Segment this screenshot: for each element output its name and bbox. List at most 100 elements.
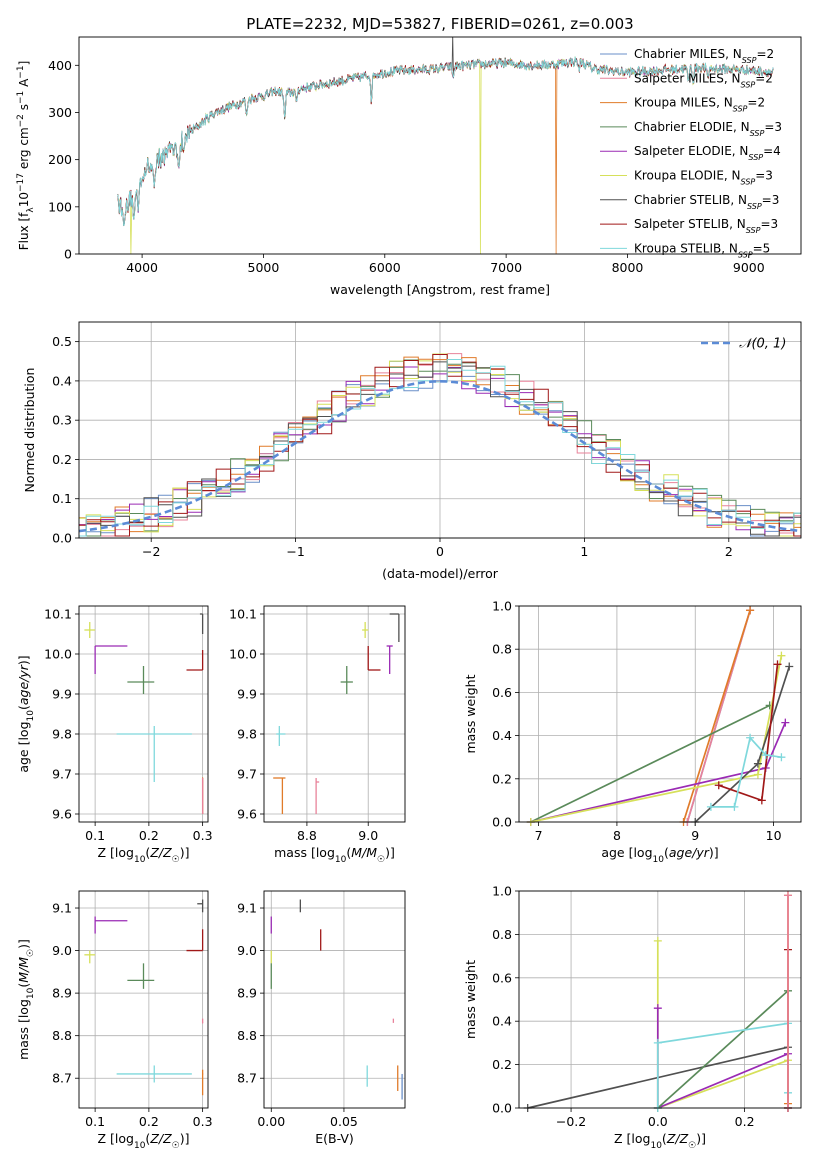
mass-weight-marker [714, 781, 723, 790]
legend-label: Kroupa STELIB, NSSP=5 [634, 241, 770, 259]
legend-label: Kroupa MILES, NSSP=2 [634, 96, 765, 114]
y-tick-label: 0.2 [492, 1057, 512, 1072]
x-axis-label: Z [log10(Z/Z☉)] [98, 1131, 190, 1151]
histogram-step [79, 359, 801, 537]
y-tick-label: 0.2 [52, 452, 72, 467]
x-axis-label: mass [log10(M/M☉)] [274, 845, 395, 865]
mass-weight-marker [777, 753, 786, 762]
y-tick-label: 9.8 [237, 727, 257, 742]
x-tick-label: −0.2 [556, 1114, 586, 1129]
mass-weight-line [682, 610, 751, 823]
y-tick-label: 10.0 [44, 647, 72, 662]
mass-weight-marker [746, 733, 755, 742]
x-tick-label: 0.00 [257, 1114, 285, 1129]
x-tick-label: 6000 [369, 260, 401, 275]
y-tick-label: 0.0 [492, 815, 512, 830]
y-axis-label: age [log10(age/yr)] [16, 655, 36, 772]
x-tick-label: 0.05 [330, 1114, 358, 1129]
axes-frame [78, 890, 209, 1109]
plot-area [519, 890, 801, 1109]
mass-weight-line [656, 1022, 789, 1108]
panel-mass_vs_Z: 0.1 0.2 0.3 8.7 8.8 8.9 9.0 9.1 Z [log10(Z/Z☉)] m… [16, 890, 213, 1151]
histogram-step [79, 361, 801, 537]
y-tick-label: 0.6 [492, 970, 512, 985]
mass-weight-marker [773, 660, 782, 669]
y-tick-label: 0.2 [492, 771, 512, 786]
y-tick-label: 0.0 [492, 1101, 512, 1116]
x-tick-label: 9 [691, 828, 699, 843]
y-tick-label: 200 [48, 152, 72, 167]
panel-spectrum: 4000 5000 6000 7000 8000 9000 0 100 200 300 400 Cha… [16, 36, 802, 297]
y-tick-label: 0.0 [52, 531, 72, 546]
y-tick-label: 0.6 [492, 685, 512, 700]
legend-label: Salpeter STELIB, NSSP=3 [634, 217, 778, 235]
y-tick-label: 0.4 [52, 373, 72, 388]
y-tick-label: 10.0 [229, 647, 257, 662]
y-tick-label: 10.1 [44, 607, 72, 622]
histogram-step [79, 360, 801, 537]
plot-area [79, 606, 208, 822]
x-axis-label: Z [log10(Z/Z☉)] [614, 1131, 706, 1151]
y-tick-label: 9.9 [52, 687, 72, 702]
y-tick-label: 0.5 [52, 334, 72, 349]
errorbar-points [270, 899, 403, 1100]
x-tick-label: 8.8 [297, 828, 317, 843]
legend: Chabrier MILES, NSSP=2 Salpeter MILES, NS… [600, 47, 782, 259]
axes-frame [263, 605, 406, 823]
y-tick-label: 0.3 [52, 413, 72, 428]
y-tick-label: 9.6 [52, 807, 72, 822]
legend-label: Chabrier MILES, NSSP=2 [634, 47, 774, 65]
y-tick-label: 8.7 [52, 1071, 72, 1086]
y-tick-label: 9.7 [52, 767, 72, 782]
x-axis-label: wavelength [Angstrom, rest frame] [330, 282, 550, 297]
y-tick-label: 9.0 [237, 943, 257, 958]
spectrum-line [117, 56, 774, 226]
errorbar-points [84, 899, 204, 1096]
legend-label: Chabrier STELIB, NSSP=3 [634, 193, 779, 211]
x-tick-label: 7 [535, 828, 543, 843]
x-tick-label: 2 [725, 544, 733, 559]
y-tick-label: 9.9 [237, 687, 257, 702]
plot-area [264, 891, 405, 1108]
mass-weight-lines [526, 606, 794, 826]
mass-weight-line [530, 704, 771, 823]
axes-frame [263, 890, 406, 1109]
y-axis-label: Normed distribution [22, 368, 37, 493]
y-tick-label: 9.1 [52, 901, 72, 916]
x-tick-label: 0.2 [139, 1114, 159, 1129]
x-tick-label: 5000 [248, 260, 280, 275]
mass-weight-marker [653, 1004, 662, 1013]
legend-label: 𝒩(0, 1) [739, 337, 786, 352]
x-tick-label: 4000 [126, 260, 158, 275]
y-tick-label: 10.1 [229, 607, 257, 622]
mass-weight-marker [753, 770, 762, 779]
mass-weight-line [656, 1008, 789, 1110]
axes-frame [518, 605, 802, 823]
y-tick-label: 9.7 [237, 767, 257, 782]
mass-weight-marker [706, 802, 715, 811]
histogram-step [79, 356, 801, 533]
y-tick-label: 8.9 [52, 986, 72, 1001]
panel-mass_weight_vs_age: 7 8 9 10 0.0 0.2 0.4 0.6 0.8 1.0 age [log10(age/yr… [463, 599, 802, 865]
x-tick-label: 0 [436, 544, 444, 559]
x-tick-label: 0.1 [85, 828, 105, 843]
y-axis-label: mass weight [463, 960, 478, 1039]
figure-title: PLATE=2232, MJD=53827, FIBERID=0261, z=0… [246, 15, 633, 33]
mass-weight-line [656, 940, 789, 1110]
x-tick-label: 0.1 [85, 1114, 105, 1129]
y-tick-label: 8.8 [52, 1028, 72, 1043]
histograms [79, 353, 801, 537]
y-axis-label: Flux [fλ10−17 erg cm−2 s−1 A−1] [16, 61, 36, 251]
x-tick-label: 9000 [733, 260, 765, 275]
legend-label: Salpeter MILES, NSSP=2 [634, 71, 773, 89]
y-tick-label: 8.9 [237, 986, 257, 1001]
errorbar-points [273, 613, 400, 814]
x-tick-label: 1 [580, 544, 588, 559]
y-tick-label: 0.4 [492, 1014, 512, 1029]
x-tick-label: 8 [613, 828, 621, 843]
gaussian-curve [79, 379, 801, 533]
mass-weight-marker [730, 802, 739, 811]
mass-weight-marker [777, 651, 786, 660]
panel-age_vs_mass: 8.8 9.0 9.6 9.7 9.8 9.9 10.0 10.1 mass [log10(M/… [229, 605, 406, 865]
y-tick-label: 0 [64, 247, 72, 262]
